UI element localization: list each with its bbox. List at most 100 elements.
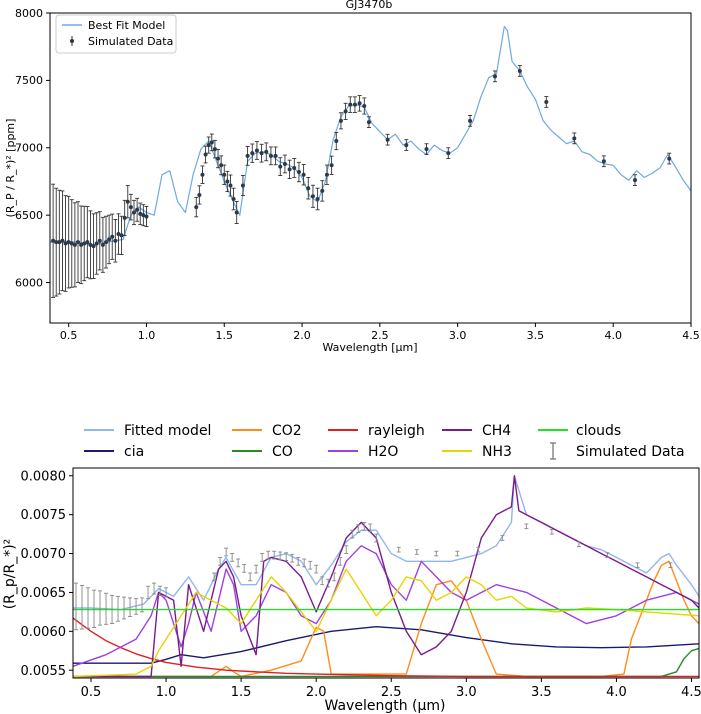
bottom-x-axis: 0.5 1.0 1.5 2.0 2.5 3.0 3.5 4.0 4.5 bbox=[81, 678, 701, 700]
x-tick-label: 2.0 bbox=[293, 329, 311, 342]
nh3-line bbox=[72, 568, 700, 678]
co2-line bbox=[73, 560, 700, 678]
legend-cia-label: cia bbox=[124, 444, 144, 460]
data-point bbox=[268, 153, 273, 158]
x-tick-label: 3.0 bbox=[456, 685, 477, 700]
data-point bbox=[54, 240, 59, 245]
data-point bbox=[273, 153, 278, 158]
data-point bbox=[310, 194, 315, 199]
data-point bbox=[69, 241, 74, 246]
legend-co2-label: CO2 bbox=[272, 423, 302, 439]
data-point bbox=[125, 199, 130, 204]
data-point bbox=[138, 211, 143, 216]
x-tick-label: 1.5 bbox=[231, 685, 252, 700]
data-point bbox=[352, 102, 357, 107]
rayleigh-line bbox=[72, 617, 699, 678]
data-point bbox=[113, 238, 118, 243]
data-point bbox=[141, 213, 146, 218]
chart-top-plot-frame bbox=[49, 12, 692, 324]
data-point bbox=[116, 232, 121, 237]
data-point bbox=[203, 152, 208, 157]
data-point bbox=[357, 101, 362, 106]
data-point bbox=[72, 242, 77, 247]
data-point bbox=[264, 149, 269, 154]
chart-top-y-label: (R_P / R_*)² [ppm] bbox=[4, 119, 17, 218]
legend-sim-data-bottom-label: Simulated Data bbox=[576, 444, 685, 460]
legend-nh3-label: NH3 bbox=[482, 444, 512, 460]
x-tick-label: 3.5 bbox=[527, 329, 545, 342]
data-point bbox=[282, 161, 287, 166]
data-point bbox=[667, 156, 672, 161]
data-point bbox=[228, 183, 233, 188]
data-point bbox=[544, 99, 549, 104]
data-point bbox=[254, 148, 259, 153]
data-point bbox=[231, 197, 236, 201]
data-point bbox=[315, 197, 320, 201]
top-x-axis: 0.5 1.0 1.5 2.0 2.5 3.0 3.5 4.0 4.5 bbox=[60, 323, 700, 342]
legend-clouds-label: clouds bbox=[576, 423, 621, 439]
y-tick-label: 7500 bbox=[15, 74, 43, 87]
data-point bbox=[132, 210, 137, 215]
cia-line bbox=[73, 626, 700, 664]
data-point bbox=[119, 233, 124, 238]
x-tick-label: 3.5 bbox=[531, 685, 552, 700]
y-tick-label: 8000 bbox=[15, 7, 43, 20]
data-point bbox=[334, 139, 339, 144]
chart-bottom-legend: Fitted model cia CO2 CO rayleigh H2O CH4… bbox=[84, 423, 685, 460]
y-tick-label: 0.0070 bbox=[21, 547, 67, 562]
data-point bbox=[348, 102, 353, 107]
simulated-data-points bbox=[74, 521, 673, 631]
data-point bbox=[209, 140, 214, 145]
data-point bbox=[245, 153, 250, 158]
data-point bbox=[79, 242, 84, 247]
y-tick-label: 7000 bbox=[15, 142, 43, 155]
chart-top-legend: Best Fit Model Simulated Data bbox=[55, 14, 177, 54]
x-tick-label: 4.5 bbox=[681, 685, 701, 700]
data-point bbox=[104, 240, 109, 245]
legend-fitted-model-label: Fitted model bbox=[124, 423, 211, 439]
bottom-series-layer bbox=[72, 475, 700, 678]
y-tick-label: 6500 bbox=[15, 209, 43, 222]
x-tick-label: 1.0 bbox=[138, 329, 156, 342]
y-tick-label: 0.0080 bbox=[21, 469, 67, 484]
data-point bbox=[601, 159, 606, 164]
data-point bbox=[424, 147, 429, 152]
chart-top: GJ3470b 0.5 1.0 1.5 2.0 2.5 3.0 3.5 4.0 4.5 6000… bbox=[4, 0, 700, 354]
best-fit-model-line bbox=[49, 25, 692, 246]
data-point bbox=[278, 164, 283, 169]
data-point bbox=[301, 172, 306, 177]
simulated-data-points bbox=[51, 65, 672, 298]
x-tick-label: 4.5 bbox=[682, 329, 700, 342]
x-tick-label: 1.0 bbox=[156, 685, 177, 700]
data-point bbox=[287, 167, 292, 172]
fitted-model-line bbox=[73, 475, 700, 611]
data-point bbox=[468, 118, 473, 123]
data-point bbox=[212, 147, 217, 152]
data-point bbox=[329, 163, 334, 168]
chart-bottom-x-label: Wavelength (μm) bbox=[325, 698, 446, 714]
x-tick-label: 2.5 bbox=[371, 329, 389, 342]
data-point bbox=[197, 192, 202, 197]
data-point bbox=[250, 151, 255, 156]
data-point bbox=[122, 215, 127, 220]
x-tick-label: 0.5 bbox=[60, 329, 78, 342]
x-tick-label: 1.5 bbox=[216, 329, 234, 342]
data-point bbox=[60, 238, 65, 243]
data-point bbox=[219, 163, 224, 168]
data-point bbox=[306, 186, 311, 191]
data-point bbox=[240, 183, 245, 188]
data-point bbox=[222, 172, 227, 177]
legend-h2o-label: H2O bbox=[368, 444, 398, 460]
data-point bbox=[94, 241, 99, 246]
data-point bbox=[135, 207, 140, 212]
data-point bbox=[200, 172, 205, 177]
data-point bbox=[320, 188, 325, 193]
data-point bbox=[492, 74, 497, 79]
data-point bbox=[144, 214, 149, 219]
chart-top-x-label: Wavelength [μm] bbox=[322, 341, 417, 354]
top-y-axis: 6000 6500 7000 7500 8000 bbox=[15, 7, 50, 289]
bottom-y-axis: 0.0055 0.0060 0.0065 0.0070 0.0075 0.0080 bbox=[21, 469, 73, 679]
y-tick-label: 0.0075 bbox=[21, 508, 67, 523]
y-tick-label: 0.0055 bbox=[21, 664, 67, 679]
